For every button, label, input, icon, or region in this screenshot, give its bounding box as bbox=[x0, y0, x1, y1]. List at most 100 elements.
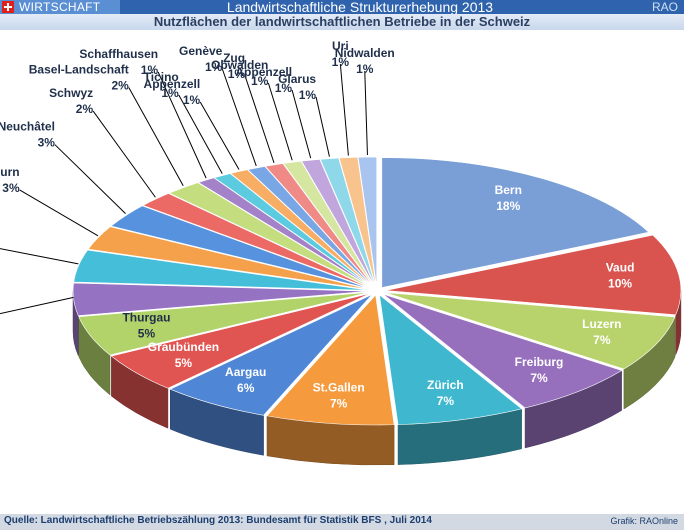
pie-slice-ticino-16 bbox=[213, 173, 373, 288]
pie-slice-vaud-1 bbox=[385, 234, 682, 316]
pie-label-value: 1% bbox=[356, 62, 374, 76]
pie-leader-line bbox=[178, 94, 223, 174]
pie-label-name: Graubünden bbox=[148, 340, 219, 354]
pie-leader-line bbox=[315, 96, 330, 157]
pie-label-value: 1% bbox=[205, 60, 223, 74]
pie-slice-glarus-22 bbox=[319, 157, 376, 288]
chart-subtitle: Nutzflächen der landwirtschaftlichen Bet… bbox=[0, 14, 684, 30]
pie-label-thurgau-8: Thurgau 5% bbox=[122, 311, 170, 341]
pie-label-value: 6% bbox=[237, 381, 255, 395]
pie-label-name: Schaffhausen bbox=[79, 47, 158, 61]
pie-label-name: Basel-Landschaft bbox=[29, 62, 129, 76]
pie-slice-appenzell-17 bbox=[230, 169, 374, 288]
pie-leader-line bbox=[92, 110, 156, 198]
pie-label-name: Obwalden bbox=[211, 58, 268, 72]
pie-label-solothurn-11: Solothurn 3% bbox=[0, 165, 99, 237]
pie-label-name: Zug bbox=[223, 51, 245, 65]
pie-slice-schwyz-13 bbox=[142, 193, 371, 289]
pie-label-uri-23: Uri 1% bbox=[332, 39, 350, 156]
pie-label-vaud-1: Vaud 10% bbox=[606, 260, 635, 290]
pie-label-name: Solothurn bbox=[0, 165, 20, 179]
pie-slice-wallis-10 bbox=[73, 249, 369, 291]
pie-slice-thurgau-8 bbox=[78, 292, 369, 356]
graphic-credit: Grafik: RAOnline bbox=[610, 516, 678, 526]
pie-label-name: Zürich bbox=[427, 378, 464, 392]
rao-logo: RAO bbox=[651, 0, 678, 14]
pie-slice-appenzell-21 bbox=[301, 159, 376, 288]
pie-leader-line bbox=[157, 71, 207, 179]
pie-label-basel-landschaft-14: Basel-Landschaft 2% bbox=[29, 62, 184, 186]
pie-top-layer bbox=[72, 156, 682, 426]
pie-slice-zurich-4 bbox=[379, 294, 523, 425]
pie-label-value: 7% bbox=[593, 333, 611, 347]
pie-label-graubunden-7: Graubünden 5% bbox=[148, 340, 219, 370]
pie-label-value: 1% bbox=[161, 86, 179, 100]
pie-label-value: 7% bbox=[330, 397, 348, 411]
pie-label-value: 1% bbox=[228, 67, 246, 81]
pie-label-value: 2% bbox=[76, 102, 94, 116]
pie-label-value: 1% bbox=[332, 55, 350, 69]
pie-label-schaffhausen-15: Schaffhausen 1% bbox=[79, 47, 207, 179]
pie-leader-line bbox=[19, 189, 99, 237]
pie-label-name: Glarus bbox=[278, 72, 316, 86]
pie-slice-bern-0 bbox=[381, 157, 650, 288]
pie-leader-line bbox=[0, 296, 74, 315]
pie-label-value: 1% bbox=[141, 63, 159, 77]
source-note: Quelle: Landwirtschaftliche Betriebszähl… bbox=[4, 515, 432, 526]
pie-label-luzern-2: Luzern 7% bbox=[582, 317, 621, 347]
pie-label-wallis-10: Wallis4% bbox=[0, 248, 79, 265]
pie-leader-line bbox=[199, 101, 240, 170]
pie-label-value: 2% bbox=[111, 78, 129, 92]
header-bar: WIRTSCHAFT Landwirtschaftliche Strukture… bbox=[0, 0, 684, 14]
brand-label: WIRTSCHAFT bbox=[19, 0, 101, 14]
brand-badge[interactable]: WIRTSCHAFT bbox=[0, 0, 120, 14]
pie-slice-schaffhausen-15 bbox=[197, 177, 373, 288]
pie-label-value: 1% bbox=[275, 81, 293, 95]
pie-slice-zug-19 bbox=[264, 163, 375, 288]
pie-label-value: 10% bbox=[608, 276, 632, 290]
pie-label-value: 5% bbox=[138, 327, 156, 341]
pie-label-value: 18% bbox=[496, 199, 520, 213]
pie-label-name: Ticino bbox=[144, 70, 179, 84]
pie-leader-line bbox=[54, 144, 126, 215]
pie-slice-graubunden-7 bbox=[110, 293, 371, 389]
pie-label-value: 1% bbox=[251, 74, 269, 88]
pie-label-value: 1% bbox=[299, 88, 317, 102]
pie-leader-line bbox=[267, 82, 293, 161]
pie-leader-line bbox=[0, 248, 79, 265]
pie-slice-neuchatel-12 bbox=[110, 205, 370, 290]
pie-label-name: Neuchâtel bbox=[0, 120, 55, 134]
pie-label-value: 5% bbox=[175, 356, 193, 370]
pie-label-name: Thurgau bbox=[122, 311, 170, 325]
pie-label-value: 3% bbox=[38, 136, 56, 150]
pie-label-name: Genève bbox=[179, 44, 223, 58]
pie-label-bern-0: Bern 18% bbox=[495, 183, 522, 213]
pie-label-value: 7% bbox=[437, 394, 455, 408]
pie-label-value: 7% bbox=[530, 371, 548, 385]
pie-label-ticino-16: Ticino 1% bbox=[144, 70, 223, 174]
pie-slice-aargau-6 bbox=[169, 294, 373, 416]
pie-label-name: Schwyz bbox=[49, 86, 93, 100]
pie-leader-line bbox=[291, 89, 312, 159]
pie-slice-freiburg-3 bbox=[382, 293, 623, 409]
pie-label-aargau-6: Aargau 6% bbox=[225, 365, 266, 395]
pie-slice-obwalden-20 bbox=[282, 160, 375, 288]
pie-slice-solothurn-11 bbox=[87, 226, 369, 290]
pie-label-zug-19: Zug 1% bbox=[223, 51, 275, 164]
pie-side-layer bbox=[72, 290, 682, 466]
page-title: Landwirtschaftliche Strukturerhebung 201… bbox=[226, 0, 494, 15]
pie-label-geneve-18: Genève 1% bbox=[179, 44, 257, 167]
pie-label-name: Aargau bbox=[225, 365, 266, 379]
pie-label-name: Luzern bbox=[582, 317, 621, 331]
pie-slice-luzern-2 bbox=[385, 292, 676, 370]
pie-slice-st-gallen-5 bbox=[266, 294, 395, 426]
pie-label-neuchatel-12: Neuchâtel 3% bbox=[0, 120, 126, 215]
pie-label-name: Nidwalden bbox=[335, 46, 395, 60]
pie-label-st-gallen-5: St.Gallen 7% bbox=[313, 381, 365, 411]
pie-leader-line bbox=[364, 70, 368, 156]
